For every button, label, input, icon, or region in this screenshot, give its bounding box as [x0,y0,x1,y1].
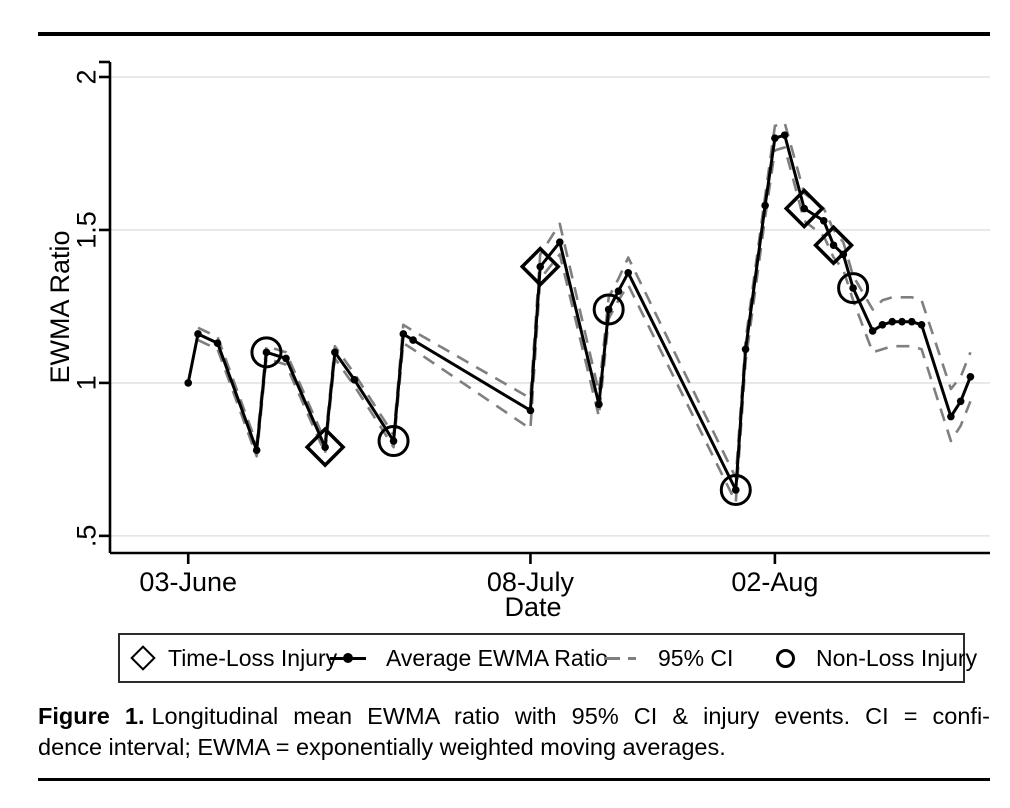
non-loss-marker [592,293,625,326]
figure-caption-line2: dence interval; EWMA = exponentially wei… [38,734,726,760]
data-point-marker [771,134,779,142]
dot-icon [343,653,353,663]
diamond-outline-icon [130,645,156,671]
data-point-marker [829,241,838,250]
data-point-marker [907,317,916,326]
data-point-marker [956,397,965,406]
legend-item-non-loss-injury: Non-Loss Injury [776,635,977,681]
legend-label-average-ewma-ratio: Average EWMA Ratio [386,644,609,671]
legend-label-time-loss-injury: Time-Loss Injury [168,644,338,671]
data-point-marker [604,305,613,314]
y-axis-title: EWMA Ratio [45,230,75,384]
data-point-marker [321,443,329,451]
y-tick-label: 1 [71,375,101,390]
non-loss-marker [837,272,870,305]
ci-lower-line [197,146,972,504]
non-loss-marker [719,473,752,506]
x-tick-label: 03-June [139,567,237,597]
dash-icon [604,656,620,660]
line-dot-icon [330,653,366,663]
data-point-marker [526,406,535,415]
ewma-line-chart: .5 1 1.5 2 03-June 08-July 02-Aug [71,60,990,597]
data-point-marker [252,446,261,455]
data-point-marker [184,379,193,387]
data-point-marker [350,376,359,384]
time-loss-marker [813,224,855,266]
legend-label-non-loss-injury: Non-Loss Injury [816,644,978,671]
legend-item-95-ci: 95% CI [604,635,733,681]
figure-caption: Figure 1. Longitudinal mean EWMA ratio wi… [38,701,990,763]
figure-caption-line1: Figure 1. Longitudinal mean EWMA ratio wi… [38,701,990,732]
data-point-marker [614,287,623,295]
time-loss-marker [783,188,825,230]
y-tick-label: 1.5 [71,211,101,249]
data-point-marker [819,216,828,225]
y-tick-label: 2 [71,69,101,84]
data-point-marker [800,204,809,213]
data-point-marker [878,320,887,329]
non-loss-marker [377,425,410,458]
legend-item-time-loss-injury: Time-Loss Injury [130,635,338,681]
data-point-marker [780,131,789,139]
legend-item-average-ewma-ratio: Average EWMA Ratio [330,635,608,681]
bottom-rule [38,778,990,781]
legend-label-95-ci: 95% CI [658,644,734,671]
data-point-marker [947,412,955,421]
data-point-marker [731,486,740,494]
x-axis-title: Date [504,592,562,622]
top-rule [38,32,990,36]
data-point-marker [399,330,408,338]
data-point-marker [595,400,603,409]
data-point-marker [868,327,877,335]
data-point-marker [917,320,926,329]
data-point-marker [282,354,290,363]
time-loss-marker [304,426,346,468]
data-point-marker [898,317,906,326]
dash-icon [628,656,636,660]
data-point-marker [849,284,857,292]
circle-outline-icon [776,648,795,668]
data-point-marker [536,262,545,271]
data-point-marker [741,345,750,354]
data-point-marker [761,201,769,210]
data-point-marker [555,238,564,246]
time-loss-marker [519,246,561,288]
data-point-marker [966,372,975,381]
data-point-marker [194,330,202,338]
data-point-marker [262,348,271,357]
dashed-line-icon [604,656,636,660]
figure-caption-label: Figure 1. [38,703,145,729]
non-loss-marker [250,336,283,369]
data-point-marker [888,317,897,326]
chart-legend: Time-Loss Injury Average EWMA Ratio 95% … [118,633,977,683]
x-tick-label: 02-Aug [731,567,818,597]
x-tick-label: 08-July [487,567,575,597]
data-point-marker [624,268,633,277]
data-point-marker [331,348,339,357]
y-tick-label: .5 [71,525,101,548]
figure-caption-text: Longitudinal mean EWMA ratio with 95% CI… [151,703,990,729]
data-point-marker [409,336,417,344]
data-point-marker [389,437,398,445]
data-point-marker [213,339,222,347]
